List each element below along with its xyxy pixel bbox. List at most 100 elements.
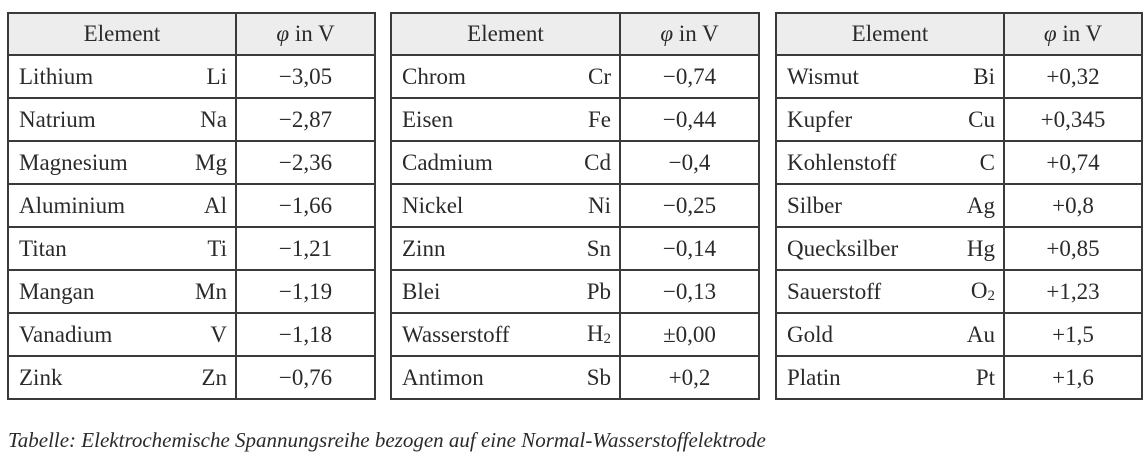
potential-value: −0,13 — [619, 269, 760, 314]
element-name: Cadmium — [390, 140, 567, 185]
element-symbol: Cr — [566, 54, 622, 99]
potential-value: −3,05 — [235, 54, 376, 99]
table-row: Zinn Sn −0,14 — [390, 226, 760, 271]
element-symbol: H2 — [566, 312, 622, 357]
potential-value: −1,18 — [235, 312, 376, 357]
potential-value: −2,36 — [235, 140, 376, 185]
element-name: Zinn — [390, 226, 567, 271]
table-row: Cadmium Cd −0,4 — [390, 140, 760, 185]
potential-value: +0,2 — [619, 355, 760, 400]
table-row: Titan Ti −1,21 — [7, 226, 376, 271]
element-name: Wasserstoff — [390, 312, 567, 357]
element-name: Quecksilber — [775, 226, 951, 271]
element-symbol: Sb — [566, 355, 622, 400]
header-row: Element φ in V — [390, 12, 760, 56]
element-name: Kohlenstoff — [775, 140, 951, 185]
element-symbol: Ag — [950, 183, 1006, 228]
potential-table-3: Element φ in V Wismut Bi +0,32 Kupfer Cu +0,345… — [775, 12, 1143, 400]
element-name: Gold — [775, 312, 951, 357]
element-name: Blei — [390, 269, 567, 314]
potential-value: +0,345 — [1003, 97, 1143, 142]
potential-value: +0,85 — [1003, 226, 1143, 271]
potential-value: −1,19 — [235, 269, 376, 314]
element-name: Wismut — [775, 54, 951, 99]
potential-value: −0,25 — [619, 183, 760, 228]
element-symbol: V — [177, 312, 238, 357]
element-symbol: Pt — [950, 355, 1006, 400]
potential-value: +1,6 — [1003, 355, 1143, 400]
table-row: Vanadium V −1,18 — [7, 312, 376, 357]
element-name: Magnesium — [7, 140, 178, 185]
element-name: Mangan — [7, 269, 178, 314]
element-symbol: Sn — [566, 226, 622, 271]
table-row: Eisen Fe −0,44 — [390, 97, 760, 142]
header-row: Element φ in V — [775, 12, 1143, 56]
element-symbol: Cd — [566, 140, 622, 185]
element-symbol: Mn — [177, 269, 238, 314]
element-symbol: Bi — [950, 54, 1006, 99]
header-element: Element — [390, 12, 621, 56]
element-name: Sauerstoff — [775, 269, 951, 314]
element-symbol: Li — [177, 54, 238, 99]
element-symbol: Ni — [566, 183, 622, 228]
element-name: Titan — [7, 226, 178, 271]
table-row: Platin Pt +1,6 — [775, 355, 1143, 400]
element-symbol: O2 — [950, 269, 1006, 314]
potential-value: −0,4 — [619, 140, 760, 185]
element-name: Lithium — [7, 54, 178, 99]
potential-table-2: Element φ in V Chrom Cr −0,74 Eisen Fe −0,44 Cad… — [390, 12, 760, 400]
table-row: Magnesium Mg −2,36 — [7, 140, 376, 185]
element-symbol: Mg — [177, 140, 238, 185]
element-name: Aluminium — [7, 183, 178, 228]
element-name: Vanadium — [7, 312, 178, 357]
table-row: Silber Ag +0,8 — [775, 183, 1143, 228]
table-row: Nickel Ni −0,25 — [390, 183, 760, 228]
element-symbol: Ti — [177, 226, 238, 271]
table-row: Gold Au +1,5 — [775, 312, 1143, 357]
potential-value: −0,76 — [235, 355, 376, 400]
potential-value: +1,5 — [1003, 312, 1143, 357]
header-potential: φ in V — [619, 12, 760, 56]
potential-value: −0,44 — [619, 97, 760, 142]
potential-value: −1,21 — [235, 226, 376, 271]
element-symbol: Hg — [950, 226, 1006, 271]
potential-value: ±0,00 — [619, 312, 760, 357]
potential-value: −2,87 — [235, 97, 376, 142]
element-name: Nickel — [390, 183, 567, 228]
table-row: Natrium Na −2,87 — [7, 97, 376, 142]
element-symbol: Al — [177, 183, 238, 228]
table-row: Wasserstoff H2 ±0,00 — [390, 312, 760, 357]
element-name: Chrom — [390, 54, 567, 99]
element-symbol: Au — [950, 312, 1006, 357]
element-name: Antimon — [390, 355, 567, 400]
header-potential: φ in V — [1003, 12, 1143, 56]
element-name: Silber — [775, 183, 951, 228]
element-name: Eisen — [390, 97, 567, 142]
table-row: Quecksilber Hg +0,85 — [775, 226, 1143, 271]
element-name: Kupfer — [775, 97, 951, 142]
potential-value: −0,74 — [619, 54, 760, 99]
table-row: Mangan Mn −1,19 — [7, 269, 376, 314]
potential-table-1: Element φ in V Lithium Li −3,05 Natrium Na −2,8… — [7, 12, 376, 400]
potential-value: −0,14 — [619, 226, 760, 271]
potential-value: +0,8 — [1003, 183, 1143, 228]
element-symbol: Fe — [566, 97, 622, 142]
table-row: Wismut Bi +0,32 — [775, 54, 1143, 99]
potential-value: +0,74 — [1003, 140, 1143, 185]
potential-value: −1,66 — [235, 183, 376, 228]
table-row: Antimon Sb +0,2 — [390, 355, 760, 400]
element-symbol: C — [950, 140, 1006, 185]
potential-value: +1,23 — [1003, 269, 1143, 314]
element-symbol: Zn — [177, 355, 238, 400]
element-name: Zink — [7, 355, 178, 400]
element-name: Natrium — [7, 97, 178, 142]
table-row: Blei Pb −0,13 — [390, 269, 760, 314]
table-row: Chrom Cr −0,74 — [390, 54, 760, 99]
table-row: Zink Zn −0,76 — [7, 355, 376, 400]
table-row: Aluminium Al −1,66 — [7, 183, 376, 228]
header-element: Element — [775, 12, 1005, 56]
element-symbol: Na — [177, 97, 238, 142]
element-symbol: Pb — [566, 269, 622, 314]
element-name: Platin — [775, 355, 951, 400]
element-symbol: Cu — [950, 97, 1006, 142]
